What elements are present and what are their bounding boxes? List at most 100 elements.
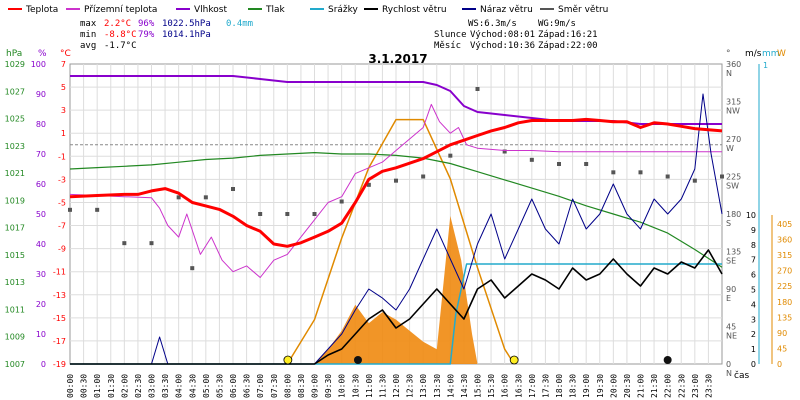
legend-label: Tlak [265, 5, 286, 15]
wind-direction-point [176, 195, 181, 200]
hpa-tick: 1025 [5, 115, 25, 124]
wind-direction-point [448, 153, 453, 158]
wind-direction-point [339, 199, 344, 204]
radiation-tick: 315 [777, 251, 792, 260]
wind-direction-point [258, 212, 263, 216]
radiation-tick: 405 [777, 220, 792, 229]
direction-tick: 90 [726, 285, 736, 294]
temp-tick: 1 [61, 129, 66, 138]
series-rychlost-větru [70, 249, 723, 365]
series-náraz-větru [70, 93, 723, 365]
temp-unit: °C [60, 49, 71, 59]
hpa-tick: 1029 [5, 60, 25, 69]
sunset-marker [509, 355, 519, 365]
hpa-tick: 1007 [5, 360, 25, 369]
hpa-tick: 1015 [5, 251, 25, 260]
time-tick: 15:00 [474, 374, 483, 398]
wind-speed-tick: 0 [751, 360, 756, 369]
moonset-marker [663, 356, 672, 364]
time-tick: 08:30 [297, 374, 306, 398]
temp-tick: -15 [53, 314, 66, 323]
legend-label: Rychlost větru [382, 5, 447, 15]
temp-tick: -13 [53, 291, 66, 300]
time-tick: 18:30 [569, 374, 578, 398]
time-tick: 11:30 [378, 374, 387, 398]
sunrise-marker [283, 355, 293, 365]
hpa-tick: 1023 [5, 142, 25, 151]
time-tick: 07:30 [270, 374, 279, 398]
time-tick: 11:00 [365, 374, 374, 398]
time-tick: 03:30 [161, 374, 170, 398]
solar-radiation-curve [286, 118, 515, 365]
moonrise-marker [353, 356, 362, 364]
time-tick: 12:00 [392, 374, 401, 398]
stat-min-humidity: 79% [138, 30, 155, 40]
legend-label: Směr větru [558, 5, 608, 15]
pct-tick: 90 [36, 90, 46, 99]
pct-tick: 10 [36, 330, 46, 339]
wind-speed-tick: 6 [751, 271, 756, 280]
direction-tick: 45 [726, 323, 736, 332]
stat-ws: WS:6.3m/s [468, 19, 517, 29]
wind-direction-point [203, 195, 208, 200]
stat-max-humidity: 96% [138, 19, 155, 29]
hpa-tick: 1027 [5, 87, 25, 96]
time-tick: 14:00 [446, 374, 455, 398]
wind-direction-point [95, 207, 100, 212]
wind-direction-point [475, 87, 480, 91]
time-tick: 07:00 [256, 374, 265, 398]
pct-tick: 40 [36, 240, 46, 249]
time-tick: 01:30 [107, 374, 116, 398]
wind-direction-point [720, 174, 724, 179]
direction-tick: 135 [726, 248, 741, 257]
temp-tick: -19 [53, 360, 66, 369]
radiation-tick: 360 [777, 236, 792, 245]
wind-direction-point [665, 174, 670, 179]
time-tick: 22:00 [664, 374, 673, 398]
time-tick: 13:00 [419, 374, 428, 398]
stat-max-temp: 2.2°C [104, 19, 131, 29]
temp-tick: -5 [58, 198, 66, 207]
temp-tick: -1 [58, 152, 66, 161]
direction-tick: 180 [726, 210, 741, 219]
axes: 1029102710251023102110191017101510131011… [5, 60, 793, 398]
radiation-tick: 45 [777, 344, 787, 353]
time-tick: 06:00 [229, 374, 238, 398]
time-tick: 21:00 [637, 374, 646, 398]
radiation-tick: 180 [777, 298, 792, 307]
ms-unit: m/s [745, 49, 762, 59]
time-tick: 20:00 [609, 374, 618, 398]
time-tick: 23:00 [691, 374, 700, 398]
wind-speed-tick: 1 [751, 345, 756, 354]
time-tick: 00:30 [80, 374, 89, 398]
temp-tick: -3 [58, 175, 66, 184]
wind-direction-point [122, 241, 127, 246]
stat-min-temp: -8.8°C [104, 30, 137, 40]
time-tick: 17:30 [541, 374, 550, 398]
pct-tick: 100 [31, 60, 46, 69]
time-tick: 04:30 [188, 374, 197, 398]
stat-avg-temp: -1.7°C [104, 41, 137, 51]
pct-tick: 70 [36, 150, 46, 159]
wind-direction-point [421, 174, 426, 179]
time-tick: 13:30 [433, 374, 442, 398]
stat-wg: WG:9m/s [538, 19, 576, 29]
sun-label: Slunce [434, 30, 467, 40]
series-teplota [69, 117, 723, 248]
wind-direction-point [394, 178, 398, 183]
moon-label: Měsíc [434, 41, 461, 51]
time-tick: 15:30 [487, 374, 496, 398]
time-tick: 23:30 [704, 374, 713, 398]
pct-tick: 80 [36, 120, 46, 129]
temp-tick: -7 [58, 222, 66, 231]
wind-direction-point [557, 162, 561, 166]
time-tick: 05:00 [202, 374, 211, 398]
time-tick: 00:00 [66, 374, 75, 398]
stat-min-pressure: 1014.1hPa [162, 30, 211, 40]
wind-direction-point [190, 266, 195, 271]
wind-speed-tick: 9 [751, 226, 756, 235]
chart-title: 3.1.2017 [368, 52, 427, 66]
w-unit: W [777, 49, 786, 59]
temp-tick: 7 [61, 60, 66, 69]
